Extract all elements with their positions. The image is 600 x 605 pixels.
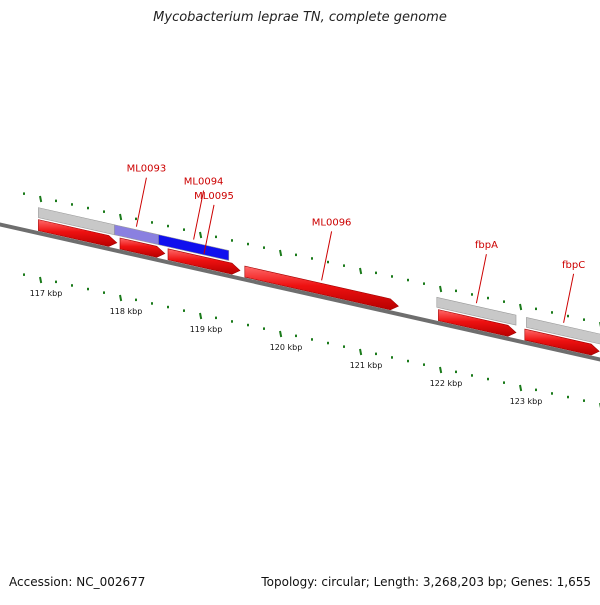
scale-label: 123 kbp [510,397,543,406]
feature-track [0,207,600,362]
gene-feature-r2 [167,248,241,275]
gene-feature-r4 [438,309,517,337]
feature-labels: ML0093 ML0094 fbpA fbpC ML0095 ML0096 [127,164,585,323]
gene-feature-g4 [526,317,600,345]
accession-label: Accession: NC_002677 [9,575,146,589]
scale-label: 120 kbp [270,343,303,352]
label-leader-line [475,254,487,304]
scale-label: 121 kbp [350,361,383,370]
genome-summary: Topology: circular; Length: 3,268,203 bp… [261,575,591,589]
gene-feature-r5 [524,328,600,356]
label-leader-line [563,273,575,323]
gene-label-ml0095: ML0095 [194,191,234,202]
upper-scale-tick [39,195,43,203]
upper-scale-tick [199,231,203,239]
upper-scale-tick [519,303,523,311]
lower-scale-tick [439,366,443,374]
scale-label: 117 kbp [30,289,63,298]
label-leader-line [321,231,333,281]
upper-scale-tick [119,213,123,221]
lower-scale-tick [359,348,363,356]
scale-ticks: 117 kbp 118 kbp 119 kbp 120 kbp 121 kbp 122 k… [23,192,600,409]
label-leader-line [203,204,215,254]
gene-feature-r0 [38,219,118,247]
gene-label-fbpc: fbpC [562,260,585,271]
gene-label-ml0094: ML0094 [184,177,224,188]
upper-scale-tick [279,249,283,257]
scale-label: 118 kbp [110,307,143,316]
lower-scale-tick [199,312,203,320]
scale-label: 119 kbp [190,325,223,334]
gene-label-ml0096: ML0096 [312,217,352,228]
gene-feature-r3 [244,265,399,311]
lower-scale-tick [279,330,283,338]
gene-label-fbpa: fbpA [475,240,498,251]
gene-feature-g3 [436,296,517,326]
lower-scale-tick [519,384,523,392]
map-title: Mycobacterium leprae TN, complete genome [153,10,447,25]
gene-label-ml0093: ML0093 [127,164,167,175]
genome-backbone [0,222,600,362]
label-leader-line [193,190,205,240]
lower-scale-tick [39,276,43,284]
lower-scale-tick [119,294,123,302]
upper-scale-tick [439,285,443,293]
scale-label: 122 kbp [430,379,463,388]
label-leader-line [135,177,147,227]
gene-feature-r1 [119,237,166,258]
upper-scale-tick [359,267,363,275]
